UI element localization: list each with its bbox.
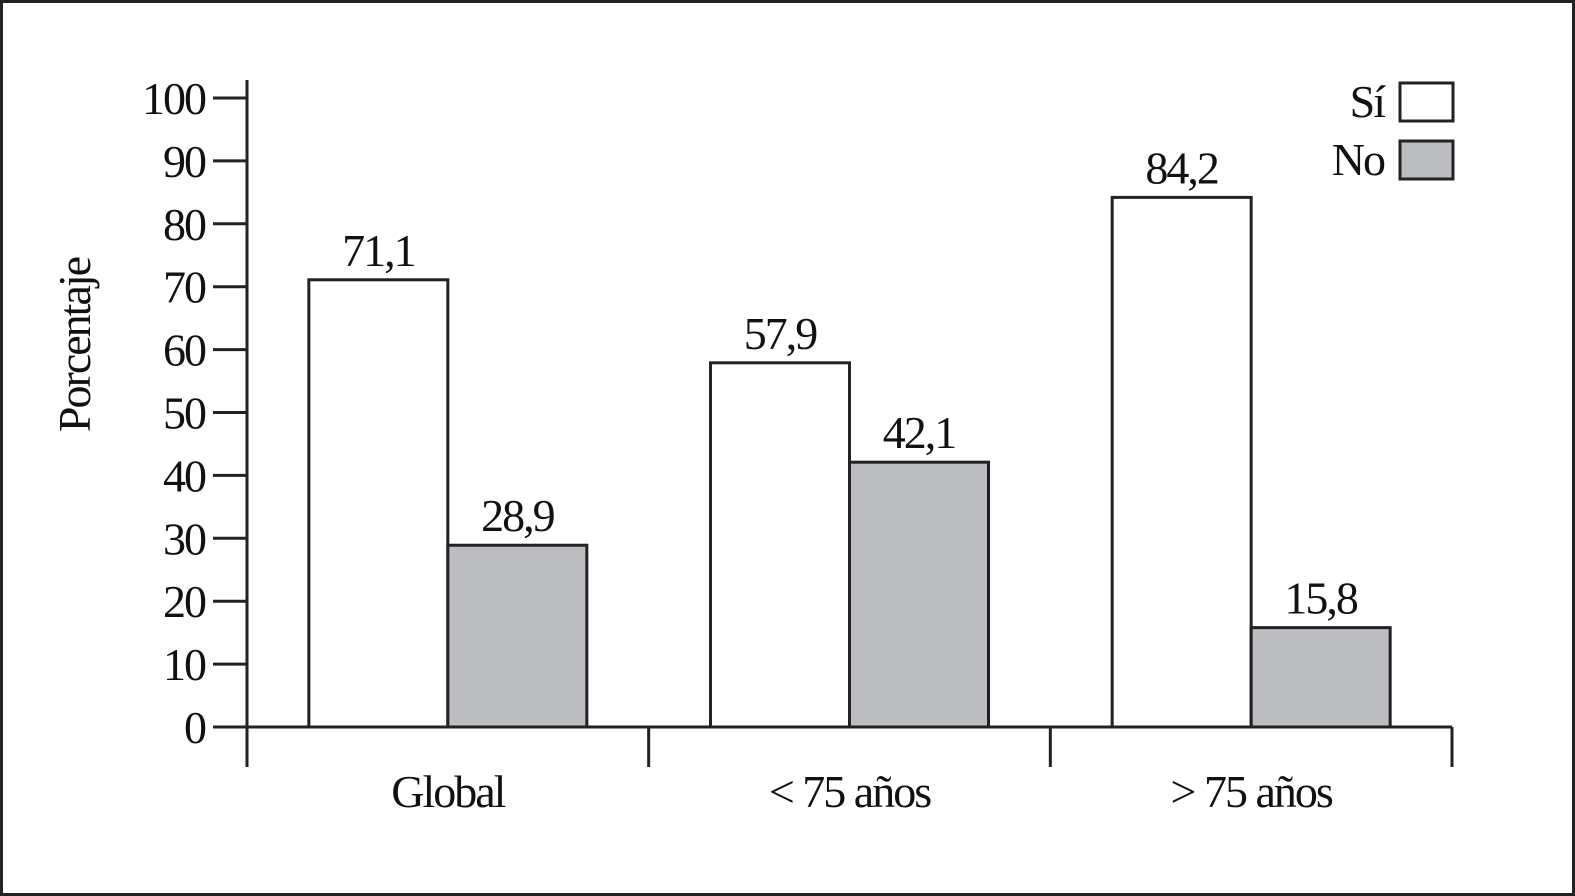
bar xyxy=(1249,626,1392,729)
y-tick-label: 50 xyxy=(163,388,206,439)
y-tick-label: 20 xyxy=(163,576,206,627)
y-tick-label: 60 xyxy=(163,325,206,376)
y-tick-label: 80 xyxy=(163,199,206,250)
bar xyxy=(709,361,851,729)
y-tick-label: 70 xyxy=(163,262,206,313)
value-label: 15,8 xyxy=(1284,573,1358,624)
y-tick-label: 30 xyxy=(163,513,206,564)
y-tick-label: 40 xyxy=(163,450,206,501)
legend-label: Sí xyxy=(1350,76,1387,127)
y-tick-label: 100 xyxy=(142,73,206,124)
legend-label: No xyxy=(1332,134,1385,185)
bar xyxy=(307,278,450,729)
bar xyxy=(848,460,990,729)
value-label: 84,2 xyxy=(1145,142,1218,193)
y-tick-label: 10 xyxy=(163,639,206,690)
x-tick-label: > 75 años xyxy=(1171,766,1333,817)
x-tick-label: < 75 años xyxy=(769,766,931,817)
value-label: 57,9 xyxy=(744,308,818,359)
legend-swatch xyxy=(1398,81,1455,123)
legend-swatch xyxy=(1398,139,1455,181)
bar xyxy=(1110,195,1253,729)
x-tick-label: Global xyxy=(391,766,505,817)
y-axis-label: Porcentaje xyxy=(49,257,100,432)
y-tick-label: 90 xyxy=(163,136,206,187)
y-tick-label: 0 xyxy=(184,702,206,753)
value-label: 42,1 xyxy=(883,407,956,458)
bar xyxy=(446,543,589,729)
value-label: 28,9 xyxy=(481,490,555,541)
value-label: 71,1 xyxy=(342,225,415,276)
